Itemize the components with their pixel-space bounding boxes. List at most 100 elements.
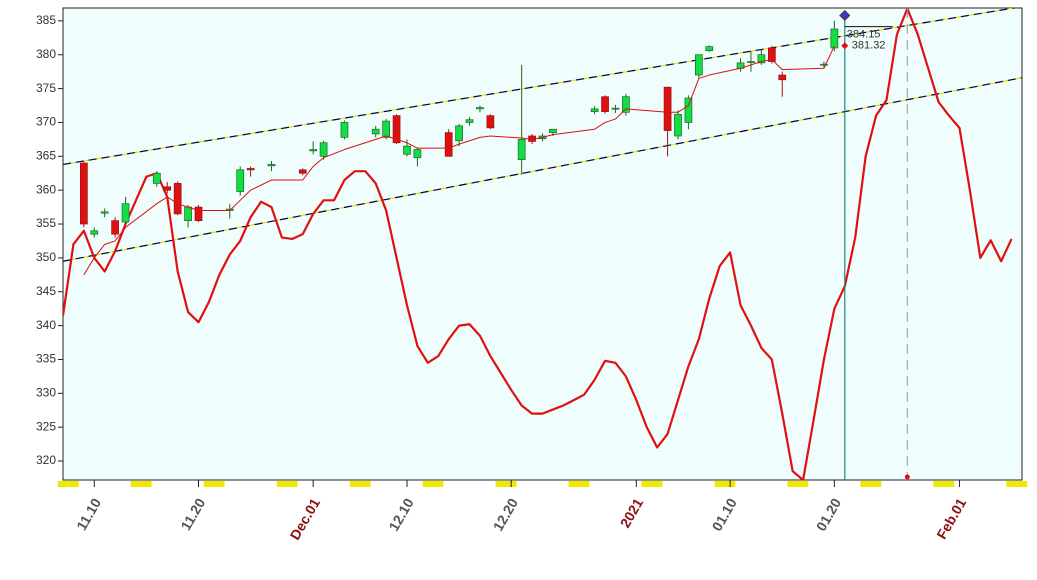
candle-body: [173, 183, 182, 215]
y-tick-label: 355: [36, 216, 56, 230]
weekend-marker: [214, 481, 225, 487]
candle-body: [517, 139, 526, 161]
weekend-marker: [943, 481, 955, 487]
candle-body: [371, 128, 380, 135]
y-tick-label: 370: [36, 115, 56, 129]
weekend-marker: [651, 481, 663, 487]
candle-body: [121, 203, 130, 223]
plot: [63, 8, 1022, 480]
weekend-marker: [495, 481, 507, 487]
weekend-marker: [933, 481, 944, 487]
x-tick-label: Feb.01: [933, 495, 969, 542]
candle-body: [444, 132, 453, 157]
projection-dot: [904, 474, 910, 480]
weekend-marker: [141, 481, 152, 487]
plot-area: [62, 7, 1023, 481]
weekend-marker: [714, 481, 725, 487]
candle-body: [590, 108, 599, 112]
candle-body: [757, 54, 766, 64]
x-tick-label: 01.10: [709, 495, 740, 534]
y-tick-label: 350: [36, 250, 56, 264]
candle-body: [549, 128, 557, 133]
candle-body: [309, 149, 318, 152]
x-tick-label: Dec.01: [287, 495, 324, 542]
y-tick-label: 320: [36, 453, 56, 467]
weekend-marker: [797, 481, 809, 487]
weekend-marker: [203, 481, 215, 487]
y-tick-label: 345: [36, 284, 56, 298]
candle-body: [455, 125, 463, 142]
cursor-value-marker: [841, 42, 849, 50]
x-tick-label: 11.10: [73, 495, 104, 533]
y-tick-label: 380: [36, 47, 56, 61]
y-tick-label: 385: [36, 13, 56, 27]
weekend-marker: [641, 481, 652, 487]
weekend-marker: [68, 481, 79, 487]
channel-line: [63, 77, 1022, 262]
candle-body: [111, 220, 119, 235]
candle-body: [79, 162, 88, 225]
weekend-markers: [57, 481, 1028, 487]
candle-body: [663, 86, 672, 131]
candle-body: [163, 186, 172, 191]
weekend-marker: [870, 481, 882, 487]
x-tick-label: 2021: [617, 495, 647, 530]
candle-body: [236, 169, 245, 192]
candle-body: [184, 206, 192, 221]
y-tick-label: 365: [36, 148, 56, 162]
candle-body: [194, 206, 203, 221]
x-tick-label: 11.20: [177, 495, 208, 533]
weekend-marker: [1016, 481, 1028, 487]
cursor-label: 381.32: [852, 40, 886, 52]
weekend-marker: [349, 481, 361, 487]
weekend-marker: [57, 481, 69, 487]
cursor-label: 384.15: [847, 29, 881, 41]
cursor-high-marker: [839, 9, 851, 22]
candle-body: [246, 168, 255, 171]
candle-body: [298, 169, 307, 174]
weekend-marker: [860, 481, 871, 487]
candle-body: [601, 96, 609, 112]
candle-body: [413, 149, 422, 159]
candle-body: [382, 120, 390, 138]
weekend-marker: [130, 481, 142, 487]
y-tick-label: 360: [36, 182, 56, 196]
candle-body: [152, 172, 161, 184]
y-tick-label: 325: [36, 419, 56, 433]
x-tick-label: 12.20: [490, 495, 521, 534]
weekend-marker: [568, 481, 579, 487]
candle-body: [674, 113, 682, 137]
candle-body: [778, 74, 787, 81]
candle-body: [340, 122, 349, 138]
weekend-marker: [1006, 481, 1017, 487]
weekend-marker: [276, 481, 288, 487]
weekend-marker: [787, 481, 798, 487]
average-line: [83, 45, 835, 276]
oscillator-line: [63, 8, 1013, 480]
candle-body: [319, 142, 328, 157]
weekend-marker: [287, 481, 298, 487]
candle-body: [90, 230, 99, 235]
weekend-marker: [433, 481, 444, 487]
candle-body: [100, 211, 109, 214]
candle-body: [767, 47, 776, 62]
candle-body: [476, 107, 484, 110]
candle-body: [465, 119, 474, 123]
candle-body: [820, 63, 828, 66]
candle-body: [684, 97, 693, 123]
x-tick-label: 01.20: [813, 495, 844, 534]
channel-line: [63, 8, 1018, 166]
candle-body: [403, 145, 411, 155]
candle-body: [486, 115, 495, 129]
candle-body: [267, 164, 276, 167]
x-tick-label: 12.10: [385, 495, 416, 534]
y-tick-label: 375: [36, 81, 56, 95]
y-tick-label: 330: [36, 385, 56, 399]
candle-body: [392, 115, 401, 144]
weekend-marker: [360, 481, 371, 487]
candle-body: [622, 96, 630, 113]
y-tick-label: 340: [36, 318, 56, 332]
weekend-marker: [422, 481, 434, 487]
y-tick-label: 335: [36, 352, 56, 366]
